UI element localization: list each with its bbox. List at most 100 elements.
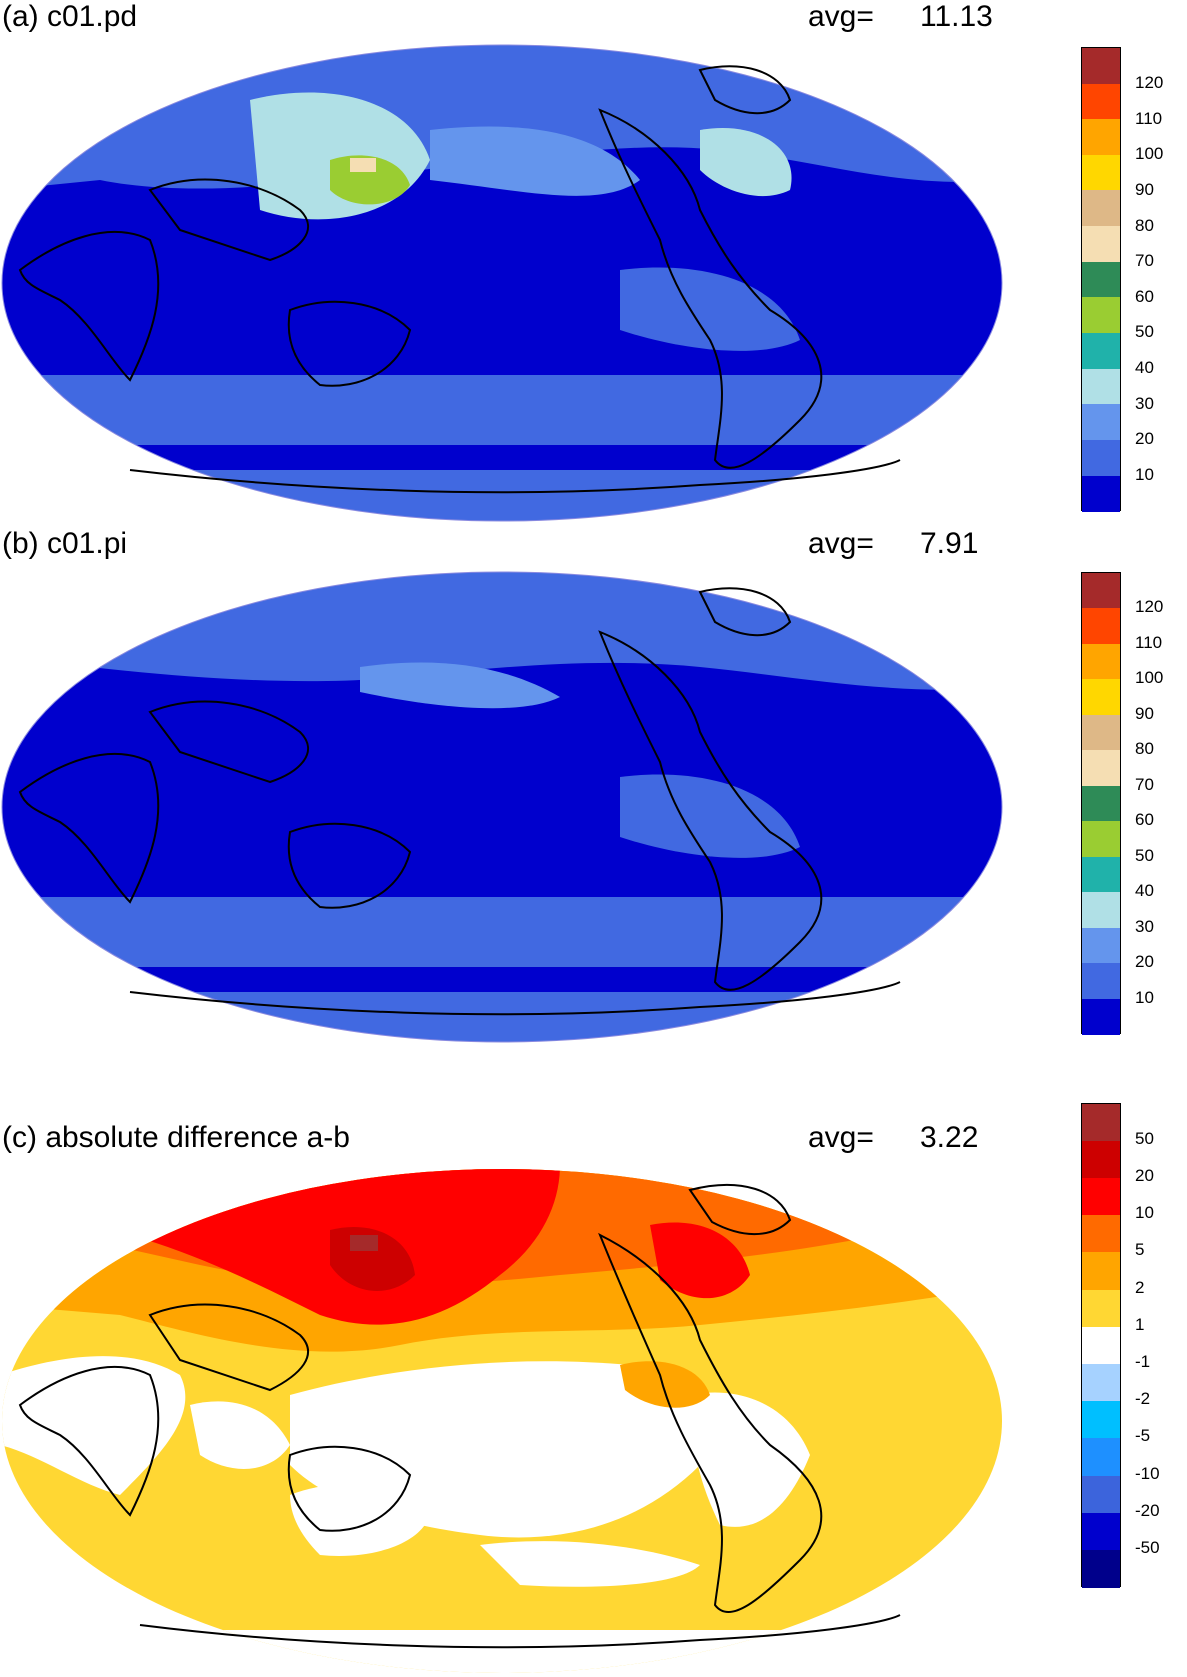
panel-a-south-band	[2, 375, 1002, 445]
panel-b-avg-label: avg=	[808, 527, 874, 560]
panel-a-legend-label: 10	[1135, 465, 1154, 484]
panel-b-legend-swatch	[1082, 821, 1120, 857]
panel-c-coastlines	[18, 1183, 901, 1649]
panel-a-legend-label: 30	[1135, 394, 1154, 413]
panel-b-legend-label: 120	[1135, 597, 1164, 616]
panel-c-legend-swatch	[1082, 1141, 1120, 1178]
panel-c-legend-label: 50	[1135, 1129, 1154, 1148]
panel-a-legend-swatch	[1082, 226, 1120, 262]
panel-c-legend-swatch	[1082, 1252, 1120, 1290]
panel-b-legend-swatch	[1082, 999, 1120, 1035]
panel-c-japan-peak	[350, 1235, 378, 1251]
panel-b-legend-label: 70	[1135, 775, 1154, 794]
panel-c-legend	[1081, 1103, 1121, 1588]
panel-a-natlantic-plume	[700, 128, 792, 197]
panel-a-legend-swatch	[1082, 48, 1120, 84]
panel-c-title: (c) absolute difference a-b	[2, 1121, 350, 1154]
panel-c-legend-swatch	[1082, 1178, 1120, 1215]
panel-b-legend-swatch	[1082, 715, 1120, 750]
panel-c-legend-swatch	[1082, 1401, 1120, 1438]
panel-b-title: (b) c01.pi	[2, 527, 128, 560]
panel-c-white-australia	[290, 1484, 430, 1556]
panel-c-legend-swatch	[1082, 1104, 1120, 1141]
panel-b-legend-swatch	[1082, 750, 1120, 786]
panel-c-legend-label: 1	[1135, 1315, 1145, 1334]
panel-c-legend-label: -5	[1135, 1426, 1151, 1445]
panel-a-legend-swatch	[1082, 297, 1120, 333]
panel-c-legend-label: -10	[1135, 1464, 1160, 1483]
panel-a-legend-label: 120	[1135, 73, 1164, 92]
panel-c-legend-swatch	[1082, 1364, 1120, 1401]
panel-b-legend-swatch	[1082, 892, 1120, 928]
panel-c: (c) absolute difference a-b avg= 3.22	[0, 1103, 1187, 1677]
panel-c-white-southocean	[480, 1541, 700, 1587]
panel-c-legend-swatch	[1082, 1476, 1120, 1513]
panel-b-legend-label: 10	[1135, 988, 1154, 1007]
panel-c-legend-swatch	[1082, 1550, 1120, 1588]
panel-a: (a) c01.pd avg= 11.13	[0, 0, 1187, 527]
panel-c-legend-swatch	[1082, 1327, 1120, 1364]
panel-a-spacific-patch	[620, 267, 800, 351]
panel-a-legend-label: 100	[1135, 144, 1164, 163]
panel-a-legend-swatch	[1082, 404, 1120, 440]
panel-a-legend	[1081, 47, 1121, 512]
panel-a-japan-peak	[350, 158, 376, 172]
panel-c-white-antarctica	[2, 1630, 1002, 1673]
panel-a-coastlines	[18, 65, 901, 494]
panel-b-avg: avg= 7.91	[808, 527, 978, 561]
panel-b-legend-swatch	[1082, 963, 1120, 999]
panel-c-legend-label: 10	[1135, 1203, 1154, 1222]
panel-c-legend-swatch	[1082, 1438, 1120, 1476]
panel-b-legend-label: 110	[1135, 633, 1163, 652]
panel-b-antarctic-band	[2, 992, 1002, 1042]
panel-a-legend-label: 60	[1135, 287, 1154, 306]
panel-a-legend-label: 20	[1135, 429, 1154, 448]
panel-b-legend-label: 100	[1135, 668, 1164, 687]
panel-b-legend-label: 90	[1135, 704, 1154, 723]
panel-b-legend-swatch	[1082, 928, 1120, 963]
panel-a-avg-label: avg=	[808, 0, 874, 33]
panel-c-white-india	[190, 1401, 290, 1469]
panel-a-npacific-plume	[430, 126, 640, 196]
panel-b-spacific-patch	[620, 774, 800, 858]
panel-b-legend-swatch	[1082, 857, 1120, 892]
panel-b-legend-label: 20	[1135, 952, 1154, 971]
panel-b-legend-swatch	[1082, 679, 1120, 715]
panel-c-legend-label: 20	[1135, 1166, 1154, 1185]
panel-a-legend-swatch	[1082, 440, 1120, 476]
panel-a-legend-label: 70	[1135, 251, 1154, 270]
panel-c-legend-label: 2	[1135, 1278, 1145, 1297]
panel-a-globe-outline	[1, 44, 1003, 522]
panel-a-legend-swatch	[1082, 369, 1120, 404]
panel-a-legend-swatch	[1082, 476, 1120, 512]
panel-b-south-band	[2, 897, 1002, 967]
panel-c-legend-swatch	[1082, 1215, 1120, 1252]
panel-a-legend-label: 50	[1135, 322, 1154, 341]
panel-a-legend-label: 80	[1135, 216, 1154, 235]
panel-c-legend-label: -1	[1135, 1352, 1151, 1371]
panel-b: (b) c01.pi avg= 7.91	[0, 527, 1187, 1047]
panel-c-avg-label: avg=	[808, 1121, 874, 1154]
panel-b-legend-swatch	[1082, 644, 1120, 679]
panel-c-spacific-orange	[620, 1361, 710, 1408]
panel-c-nam-red	[650, 1222, 750, 1299]
panel-c-legend-label: -50	[1135, 1538, 1160, 1557]
panel-a-legend-swatch	[1082, 119, 1120, 155]
panel-a-map	[1, 44, 1003, 522]
panel-b-coastlines	[18, 587, 901, 1016]
panel-a-title: (a) c01.pd	[2, 0, 138, 33]
panel-a-legend-swatch	[1082, 262, 1120, 297]
panel-c-legend-swatch	[1082, 1513, 1120, 1550]
panel-c-avg: avg= 3.22	[808, 1121, 978, 1155]
panel-c-white-africa	[2, 1356, 186, 1495]
panel-b-legend-label: 50	[1135, 846, 1154, 865]
panel-a-avg: avg= 11.13	[808, 0, 993, 34]
panel-b-legend-label: 80	[1135, 739, 1154, 758]
panel-b-legend-swatch	[1082, 573, 1120, 608]
panel-b-legend-swatch	[1082, 608, 1120, 644]
panel-b-legend-swatch	[1082, 786, 1120, 821]
panel-a-legend-label: 110	[1135, 109, 1163, 128]
panel-b-map	[1, 571, 1003, 1043]
panel-a-legend-swatch	[1082, 84, 1120, 119]
panel-a-legend-label: 40	[1135, 358, 1154, 377]
